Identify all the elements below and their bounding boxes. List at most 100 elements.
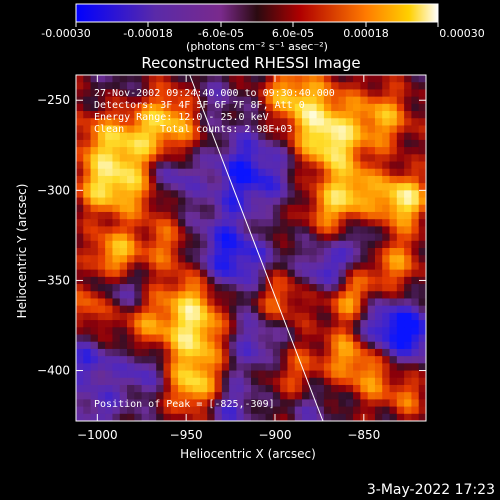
heatmap-cell (338, 255, 347, 264)
heatmap-cell (309, 406, 318, 415)
heatmap-cell (90, 175, 99, 184)
heatmap-cell (229, 370, 238, 379)
heatmap-cell (76, 197, 84, 206)
heatmap-cell (90, 305, 99, 314)
heatmap-cell (404, 327, 413, 336)
heatmap-cell (119, 233, 128, 242)
heatmap-cell (338, 147, 347, 155)
heatmap-cell (367, 211, 376, 220)
heatmap-cell (76, 219, 84, 227)
heatmap-cell (170, 111, 179, 119)
heatmap-cell (323, 248, 332, 256)
heatmap-cell (105, 341, 114, 350)
heatmap-cell (287, 413, 296, 421)
heatmap-cell (156, 341, 165, 350)
heatmap-cell (141, 248, 150, 256)
heatmap-cell (287, 75, 296, 83)
heatmap-cell (251, 82, 259, 91)
heatmap-cell (396, 399, 405, 408)
heatmap-cell (389, 305, 398, 314)
heatmap-cell (134, 103, 143, 112)
heatmap-cell (112, 262, 121, 271)
heatmap-cell (251, 320, 259, 328)
heatmap-cell (353, 183, 361, 191)
heatmap-cell (112, 96, 121, 105)
heatmap-cell (411, 348, 420, 357)
heatmap-cell (214, 139, 223, 148)
heatmap-cell (127, 406, 135, 415)
heatmap-cell (134, 139, 143, 148)
heatmap-cell (309, 233, 318, 242)
heatmap-cell (170, 341, 179, 350)
heatmap-cell (323, 233, 332, 242)
heatmap-cell (353, 96, 361, 105)
heatmap-cell (353, 190, 361, 199)
heatmap-cell (265, 161, 274, 170)
heatmap-cell (323, 356, 332, 364)
heatmap-cell (265, 276, 274, 285)
heatmap-cell (374, 168, 383, 177)
heatmap-cell (280, 363, 289, 372)
heatmap-cell (345, 298, 354, 307)
heatmap-cell (374, 183, 383, 191)
heatmap-cell (404, 147, 413, 155)
heatmap-cell (280, 132, 289, 141)
heatmap-cell (323, 348, 332, 357)
heatmap-cell (199, 392, 208, 400)
heatmap-cell (374, 370, 383, 379)
heatmap-cell (221, 348, 230, 357)
heatmap-cell (170, 75, 179, 83)
heatmap-cell (119, 356, 128, 364)
heatmap-cell (83, 255, 92, 264)
heatmap-cell (141, 111, 150, 119)
heatmap-cell (360, 204, 369, 213)
heatmap-cell (353, 226, 361, 235)
heatmap-cell (185, 233, 194, 242)
heatmap-cell (404, 356, 413, 364)
heatmap-cell (170, 89, 179, 98)
heatmap-cell (170, 211, 179, 220)
heatmap-cell (389, 370, 398, 379)
heatmap-cell (112, 111, 121, 119)
heatmap-cell (345, 399, 354, 408)
heatmap-cell (97, 219, 106, 227)
heatmap-cell (156, 175, 165, 184)
heatmap-cell (112, 125, 121, 134)
heatmap-cell (323, 334, 332, 343)
heatmap-cell (207, 334, 216, 343)
x-tick-label: −850 (347, 428, 380, 442)
heatmap-cell (272, 320, 281, 328)
heatmap-cell (302, 327, 310, 336)
heatmap-cell (97, 204, 106, 213)
heatmap-cell (302, 125, 310, 134)
heatmap-cell (83, 139, 92, 148)
heatmap-cell (112, 255, 121, 264)
heatmap-cell (207, 248, 216, 256)
heatmap-cell (323, 399, 332, 408)
heatmap-cell (221, 320, 230, 328)
heatmap-cell (367, 262, 376, 271)
heatmap-cell (258, 161, 267, 170)
heatmap-cell (360, 111, 369, 119)
heatmap-cell (119, 175, 128, 184)
heatmap-cell (418, 248, 426, 256)
heatmap-cell (229, 269, 238, 278)
heatmap-cell (404, 118, 413, 127)
heatmap-cell (207, 370, 216, 379)
heatmap-cell (382, 291, 391, 300)
heatmap-cell (163, 262, 172, 271)
heatmap-cell (207, 341, 216, 350)
heatmap-cell (280, 291, 289, 300)
heatmap-cell (229, 75, 238, 83)
heatmap-cell (127, 111, 135, 119)
heatmap-cell (418, 132, 426, 141)
heatmap-cell (83, 392, 92, 400)
heatmap-cell (251, 168, 259, 177)
heatmap-cell (76, 147, 84, 155)
heatmap-cell (396, 147, 405, 155)
y-axis-label: Heliocentric Y (arcsec) (15, 184, 29, 319)
heatmap-cell (404, 175, 413, 184)
heatmap-cell (374, 132, 383, 141)
heatmap-cell (258, 240, 267, 249)
heatmap-cell (199, 291, 208, 300)
